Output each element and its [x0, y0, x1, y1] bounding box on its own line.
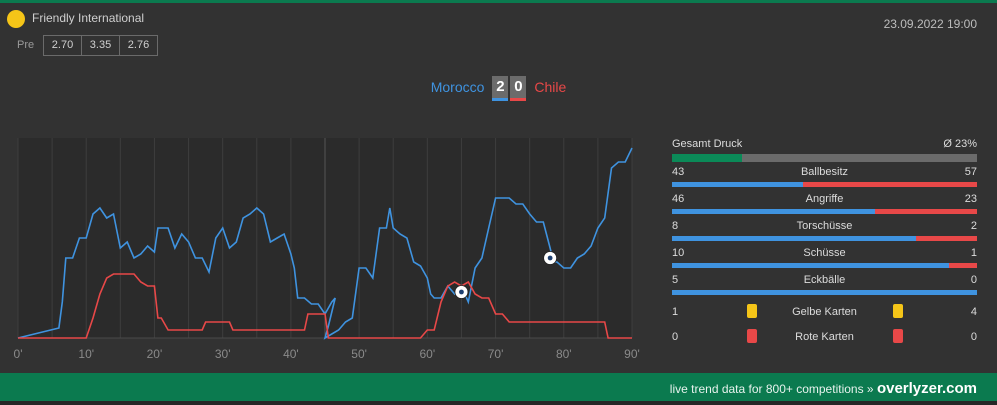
stat-bar-home [672, 209, 876, 214]
scoreboard: Morocco 2 0 Chile [0, 76, 997, 101]
chart-series-line-0 [17, 147, 633, 340]
soccer-ball-patch [459, 289, 464, 295]
odds-away[interactable]: 2.76 [127, 39, 150, 51]
stat-bar-home [672, 182, 804, 187]
stat-away-value: 0 [970, 274, 977, 286]
stat-row-header: 8 Torschüsse 2 [672, 220, 977, 236]
odds-draw[interactable]: 3.35 [82, 36, 120, 55]
red-cards-row: 0 Rote Karten 0 [672, 326, 977, 351]
chart-x-tick-label: 90' [624, 347, 640, 361]
chart-x-tick-label: 30' [215, 347, 231, 361]
pre-odds-label: Pre [17, 39, 35, 51]
yellow-cards-row: 1 Gelbe Karten 4 [672, 301, 977, 326]
red-card-icon [747, 329, 757, 343]
stat-home-value: 46 [672, 193, 685, 205]
soccer-ball-patch [547, 255, 553, 261]
yellow-cards-label: Gelbe Karten [792, 306, 857, 318]
chart-x-tick-label: 80' [556, 347, 572, 361]
stat-label: Eckbälle [803, 274, 846, 286]
stat-bar-away [949, 263, 977, 268]
top-accent-line [0, 0, 997, 3]
chart-series-line-1 [18, 273, 632, 339]
stat-row-header: 10 Schüsse 1 [672, 247, 977, 263]
stat-bar-home [672, 236, 916, 241]
chart-x-tick-label: 40' [283, 347, 299, 361]
stat-away-value: 57 [964, 166, 977, 178]
pressure-bar [672, 154, 977, 162]
odds-group: 2.70 3.35 2.76 [43, 35, 158, 56]
red-cards-label: Rote Karten [795, 331, 854, 343]
stat-bar [672, 290, 977, 295]
chart-x-tick-label: 60' [420, 347, 436, 361]
footer-brand-logo[interactable]: overlyzer.com [876, 380, 977, 397]
footer-banner[interactable]: live trend data for 800+ competitions » … [0, 373, 997, 401]
yellow-cards-away: 4 [970, 306, 977, 318]
match-datetime: 23.09.2022 19:00 [883, 17, 977, 31]
away-team-name[interactable]: Chile [534, 79, 567, 95]
stat-bar-home [672, 263, 950, 268]
pressure-bar-fill [672, 154, 743, 162]
bottom-border [0, 401, 997, 405]
yellow-card-icon [747, 304, 757, 318]
stat-home-value: 5 [672, 274, 679, 286]
chart-x-tick-label: 0' [14, 347, 23, 361]
competition-icon [7, 10, 25, 28]
stat-row-header: 46 Angriffe 23 [672, 193, 977, 209]
chart-x-tick-label: 70' [488, 347, 504, 361]
away-score: 0 [510, 76, 527, 101]
stat-row-header: 43 Ballbesitz 57 [672, 166, 977, 182]
red-cards-away: 0 [970, 331, 977, 343]
odds-home[interactable]: 2.70 [44, 36, 82, 55]
stat-home-value: 10 [672, 247, 685, 259]
red-card-icon [893, 329, 903, 343]
stat-bar-away [803, 182, 977, 187]
pressure-label: Gesamt Druck [672, 138, 743, 150]
home-team-name[interactable]: Morocco [430, 79, 485, 95]
stat-bar [672, 263, 977, 268]
stat-away-value: 1 [970, 247, 977, 259]
stat-label: Ballbesitz [800, 166, 849, 178]
chart-x-tick-label: 20' [147, 347, 163, 361]
stat-home-value: 8 [672, 220, 679, 232]
pressure-bar-rest [742, 154, 977, 162]
stat-home-value: 43 [672, 166, 685, 178]
home-score: 2 [492, 76, 509, 101]
stat-bar-home [672, 290, 977, 295]
stat-bar [672, 182, 977, 187]
stat-label: Schüsse [803, 247, 846, 259]
stat-away-value: 2 [970, 220, 977, 232]
stat-bar [672, 236, 977, 241]
footer-tagline: live trend data for 800+ competitions » [669, 382, 874, 396]
stats-panel: Gesamt Druck Ø 23% 43 Ballbesitz 57 46 Angri… [672, 138, 977, 351]
pressure-value: Ø 23% [943, 138, 977, 150]
stat-bar [672, 209, 977, 214]
pressure-header: Gesamt Druck Ø 23% [672, 138, 977, 154]
stat-label: Angriffe [805, 193, 844, 205]
yellow-card-icon [893, 304, 903, 318]
stat-row-header: 5 Eckbälle 0 [672, 274, 977, 290]
stat-away-value: 23 [964, 193, 977, 205]
yellow-cards-home: 1 [672, 306, 679, 318]
stat-bar-away [916, 236, 977, 241]
stat-bar-away [875, 209, 977, 214]
footer-text[interactable]: live trend data for 800+ competitions » … [670, 380, 977, 397]
stat-label: Torschüsse [796, 220, 853, 232]
chart-x-tick-label: 10' [78, 347, 94, 361]
stat-rows: 43 Ballbesitz 57 46 Angriffe 23 8 Torschüsse 2 10… [672, 166, 977, 295]
chart-x-tick-label: 50' [351, 347, 367, 361]
red-cards-home: 0 [672, 331, 679, 343]
competition-name: Friendly International [32, 11, 145, 25]
trend-chart: 0' 10' 20' 30' 40' 50' 60' 70' 80' 90' [14, 138, 640, 361]
